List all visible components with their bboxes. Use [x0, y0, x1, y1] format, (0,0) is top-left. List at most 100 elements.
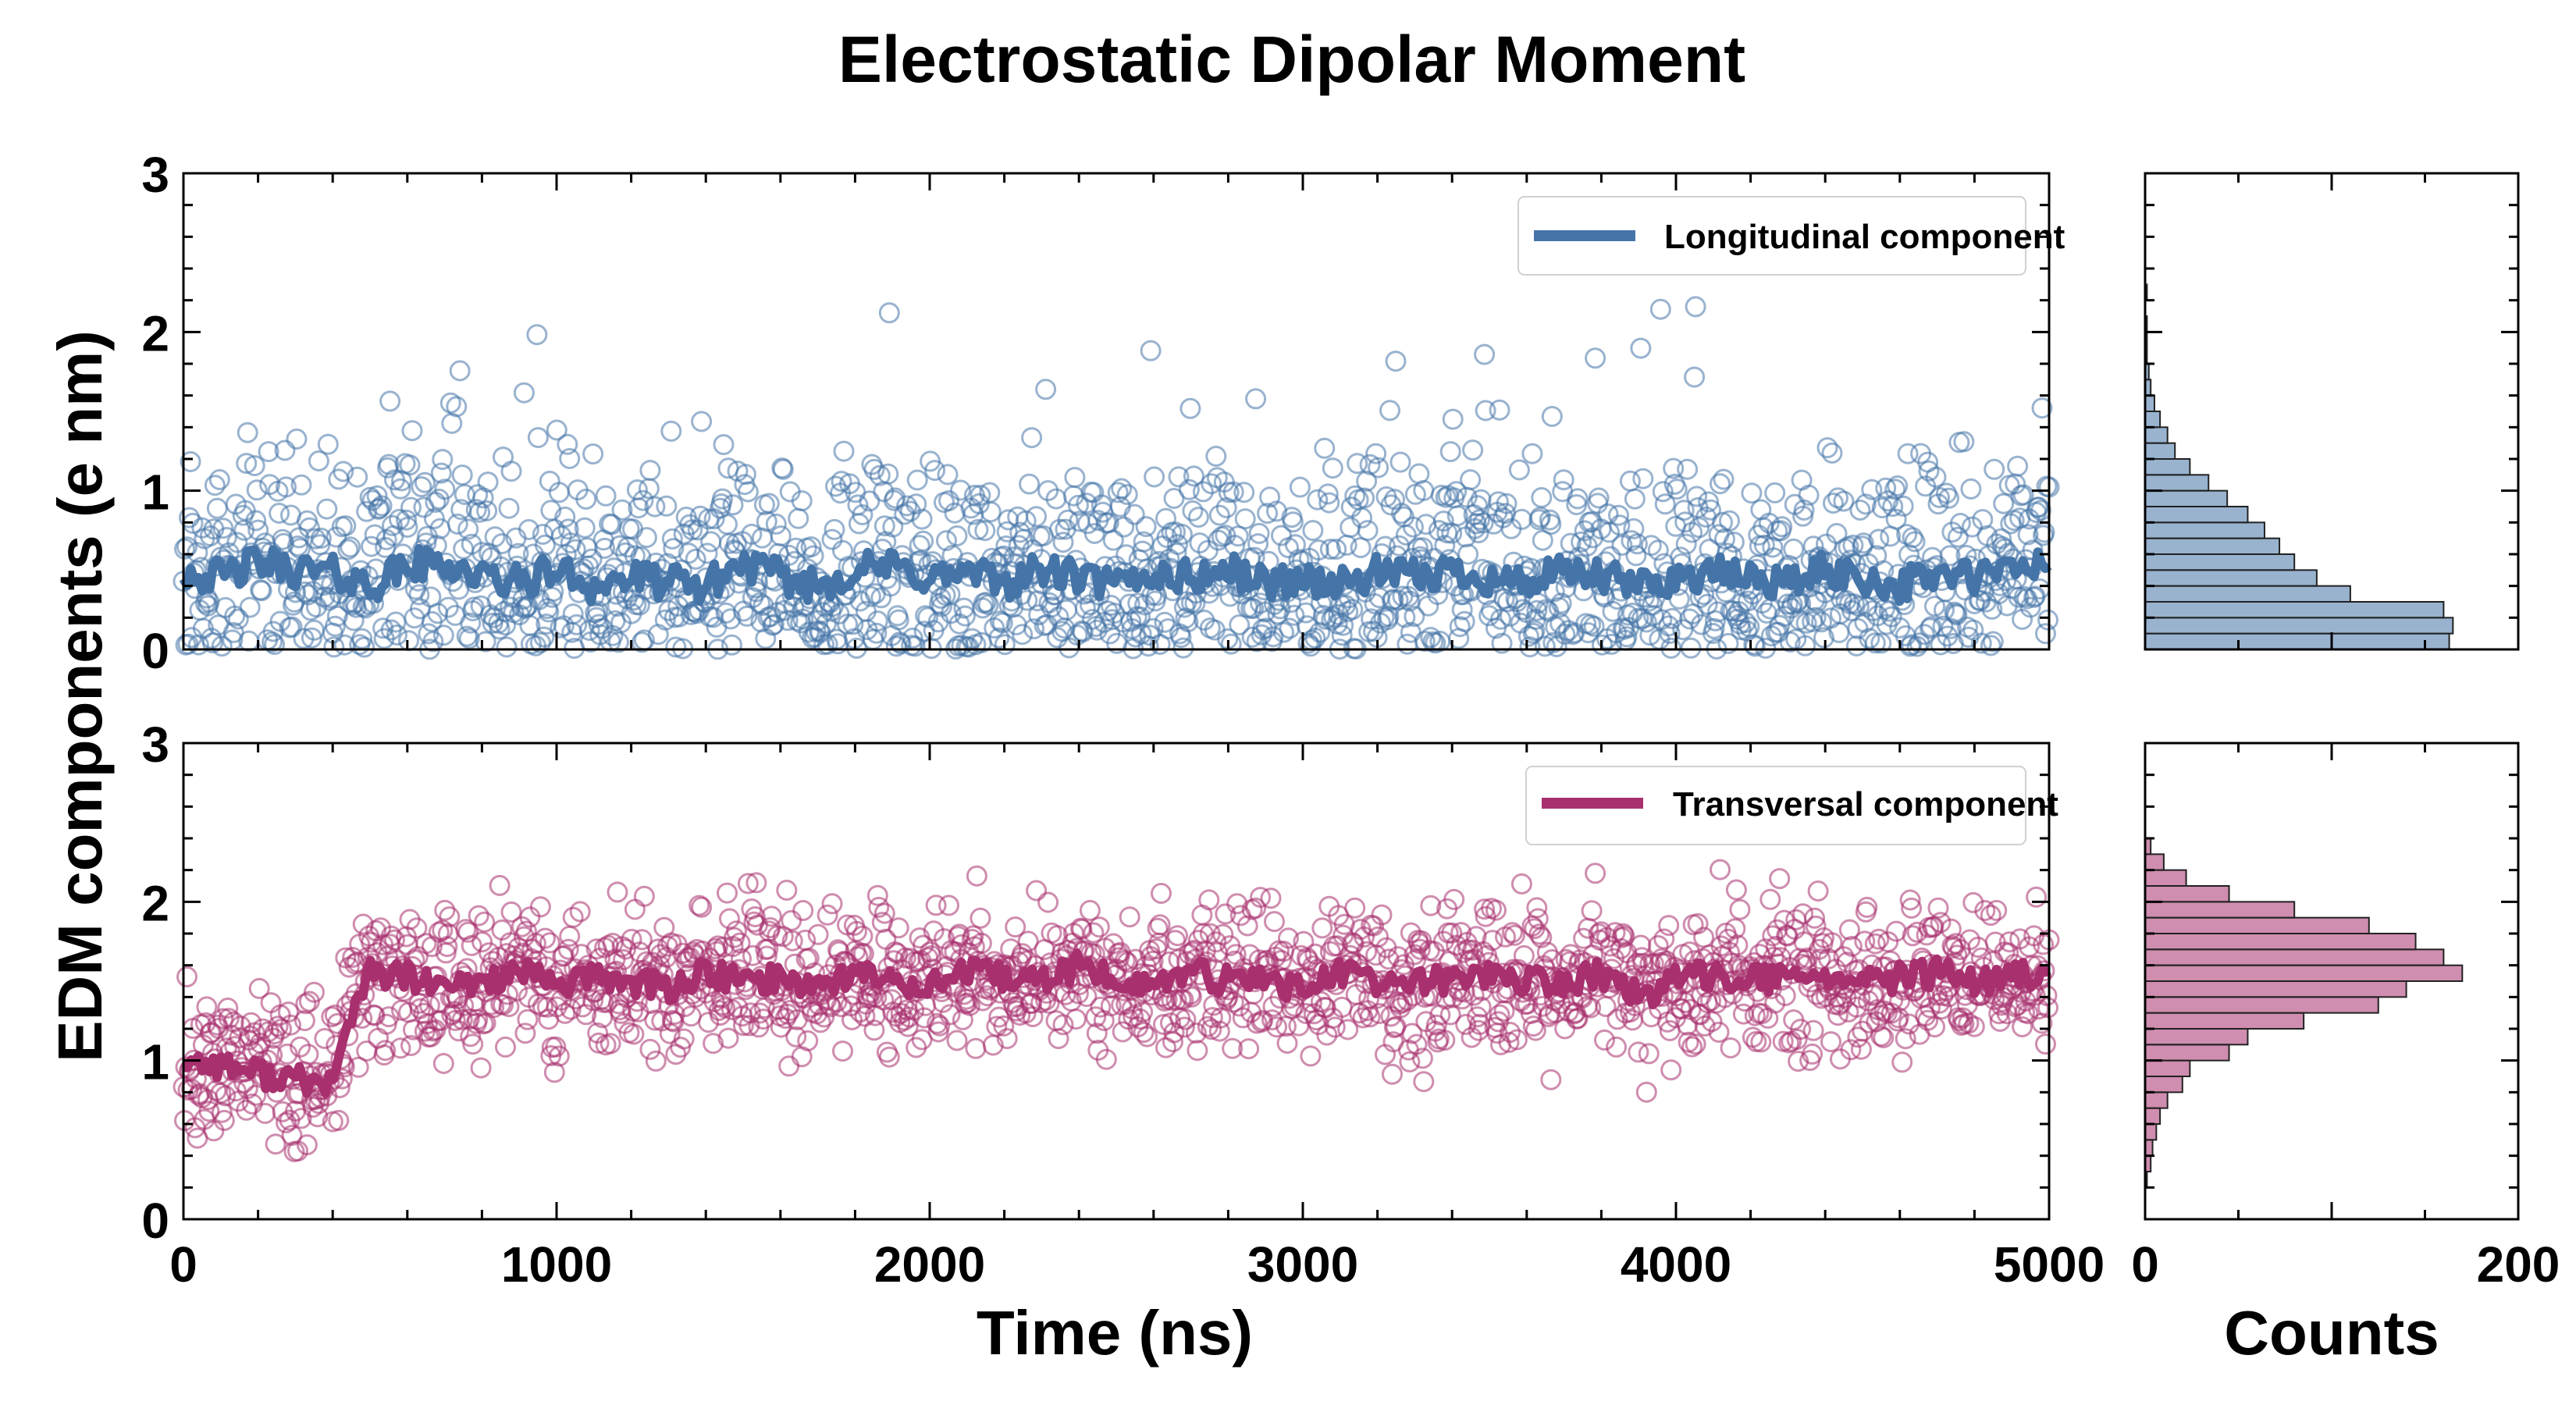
longitudinal-scatter-point: [656, 495, 678, 517]
y-tick-label: 1: [141, 1034, 169, 1090]
longitudinal-scatter-point: [1354, 487, 1375, 509]
longitudinal-scatter-point: [770, 525, 792, 547]
transversal-scatter-point: [211, 1101, 233, 1123]
longitudinal-scatter-point: [379, 390, 401, 412]
longitudinal-average-line: [179, 543, 2052, 606]
longitudinal-legend-box: [1517, 196, 2026, 276]
transversal-scatter-point: [731, 948, 752, 969]
transversal-scatter-point: [1807, 880, 1829, 902]
longitudinal-scatter-point: [1489, 399, 1510, 421]
longitudinal-scatter-point: [1491, 632, 1513, 654]
longitudinal-scatter-point: [351, 628, 373, 649]
y-tick-label: 0: [141, 623, 169, 679]
transversal-scatter-point: [878, 1046, 900, 1068]
longitudinal-scatter-point: [226, 532, 248, 553]
transversal-scatter-point: [212, 1008, 234, 1030]
transversal-scatter-point: [1132, 1001, 1154, 1023]
transversal-scatter-point: [1724, 918, 1746, 940]
longitudinal-scatter-point: [1783, 538, 1805, 560]
transversal-scatter-point: [1222, 991, 1244, 1013]
transversal-scatter-point: [1090, 996, 1112, 1018]
histogram-bar: [2144, 632, 2450, 651]
longitudinal-scatter-point: [364, 524, 386, 546]
transversal-scatter-point: [925, 895, 947, 916]
longitudinal-scatter-point: [323, 636, 345, 658]
transversal-scatter-point: [1162, 1031, 1183, 1053]
longitudinal-scatter-point: [1289, 476, 1311, 498]
transversal-scatter-point: [726, 920, 747, 942]
transversal-scatter-point: [1850, 1038, 1872, 1060]
transversal-scatter-point: [1083, 943, 1105, 965]
longitudinal-scatter-point: [1623, 518, 1645, 539]
transversal-scatter-point: [1901, 897, 1923, 919]
transversal-scatter-point: [265, 1133, 286, 1155]
transversal-scatter-point: [1841, 936, 1863, 957]
transversal-scatter-point: [582, 990, 604, 1012]
longitudinal-scatter-point: [1862, 599, 1884, 621]
longitudinal-scatter-point: [882, 516, 904, 538]
y-axis-label: EDM components (e nm): [45, 330, 115, 1062]
longitudinal-scatter-point: [1244, 546, 1265, 568]
longitudinal-scatter-point: [906, 469, 928, 491]
transversal-scatter-point: [965, 1037, 987, 1059]
longitudinal-scatter-point: [1340, 517, 1361, 539]
longitudinal-scatter-point: [1970, 632, 1992, 654]
longitudinal-histogram-panel: [2144, 172, 2520, 651]
transversal-scatter-point: [863, 1019, 885, 1041]
transversal-scatter-point: [1868, 928, 1890, 950]
longitudinal-y-ticks: 0 1 2 3: [141, 147, 2049, 679]
transversal-scatter-point: [390, 1037, 411, 1059]
transversal-scatter-point: [607, 881, 628, 903]
longitudinal-scatter-point: [1460, 469, 1482, 491]
histogram-bar: [2144, 585, 2351, 603]
transversal-scatter-point: [457, 921, 479, 943]
longitudinal-scatter-point: [1279, 617, 1300, 639]
transversal-scatter-point: [1638, 1043, 1660, 1065]
longitudinal-scatter-point: [208, 469, 230, 490]
longitudinal-scatter-point: [1764, 482, 1786, 503]
longitudinal-scatter-point: [1368, 457, 1389, 478]
longitudinal-scatter-point: [1833, 490, 1855, 512]
transversal-scatter-point: [1920, 997, 1941, 1019]
longitudinal-scatter-point: [1630, 337, 1652, 359]
longitudinal-scatter-point: [713, 434, 735, 456]
transversal-scatter-point: [1474, 898, 1496, 920]
longitudinal-scatter-point: [498, 497, 520, 519]
transversal-scatter-point: [470, 1057, 492, 1079]
longitudinal-scatter-point: [211, 635, 233, 657]
longitudinal-scatter-point: [179, 507, 200, 528]
x-tick-label: 1000: [501, 1236, 612, 1293]
longitudinal-scatter-point: [1165, 542, 1187, 564]
transversal-scatter-point: [1873, 1027, 1895, 1048]
transversal-y-ticks: 0 1 2 3: [141, 717, 2049, 1249]
transversal-scatter-point: [1590, 921, 1612, 943]
transversal-scatter-point: [176, 966, 197, 987]
transversal-scatter-point: [1368, 1003, 1390, 1024]
longitudinal-scatter-point: [833, 440, 855, 462]
longitudinal-scatter-point: [432, 624, 454, 646]
longitudinal-scatter-point: [1308, 539, 1329, 561]
transversal-scatter-point: [267, 1016, 289, 1037]
longitudinal-scatter-point: [1404, 606, 1425, 628]
longitudinal-scatter-point: [1325, 539, 1347, 560]
longitudinal-scatter-point: [788, 507, 809, 529]
longitudinal-scatter-point: [526, 324, 548, 346]
transversal-scatter-point: [1792, 903, 1814, 925]
transversal-scatter-point: [203, 1120, 225, 1142]
longitudinal-scatter-point: [906, 493, 927, 515]
longitudinal-scatter-point: [1906, 635, 1928, 657]
longitudinal-scatter-point: [1220, 633, 1242, 655]
longitudinal-scatter-point: [1021, 427, 1043, 449]
longitudinal-scatter-point: [937, 464, 959, 486]
transversal-scatter-point: [1720, 1037, 1742, 1058]
transversal-scatter-point: [1455, 1013, 1477, 1035]
longitudinal-scatter-point: [1439, 441, 1461, 463]
transversal-scatter-point: [778, 1055, 800, 1077]
transversal-scatter-point: [1963, 1016, 1985, 1037]
longitudinal-scatter-point: [1247, 533, 1269, 555]
longitudinal-scatter-point: [1932, 615, 1954, 637]
transversal-scatter-point: [2035, 1033, 2056, 1055]
longitudinal-scatter-point: [1949, 513, 1971, 534]
longitudinal-scatter-point: [2012, 484, 2034, 506]
